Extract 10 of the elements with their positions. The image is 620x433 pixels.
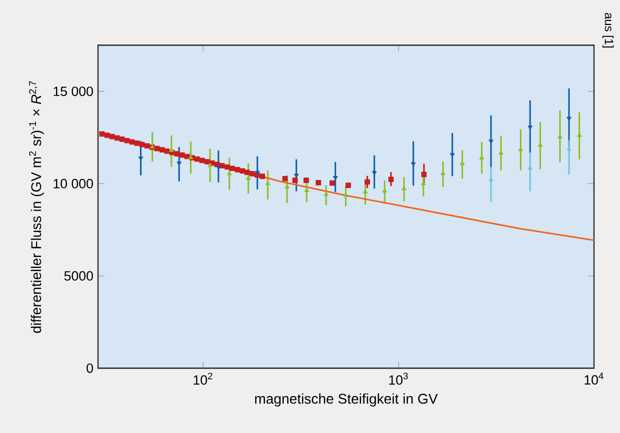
x-tick-label: 10$^{4}$ xyxy=(584,372,604,385)
text: aus [1] xyxy=(602,12,614,48)
x-axis-title: magnetische Steifigkeit in GV xyxy=(255,393,438,406)
y-tick-label: 0 xyxy=(86,363,93,373)
y-tick-label: 15 000 xyxy=(54,86,93,96)
y-tick-label: 10 000 xyxy=(54,178,93,188)
y-axis-title: differentieller Fluss in (GV m$^{2}$ sr)$^{-1}$ × R$^{2,7}$ xyxy=(29,81,44,333)
x-tick-label: 10$^{3}$ xyxy=(389,372,408,385)
x-tick-label: 10$^{2}$ xyxy=(194,372,212,385)
y-tick-label: 5000 xyxy=(64,271,93,281)
